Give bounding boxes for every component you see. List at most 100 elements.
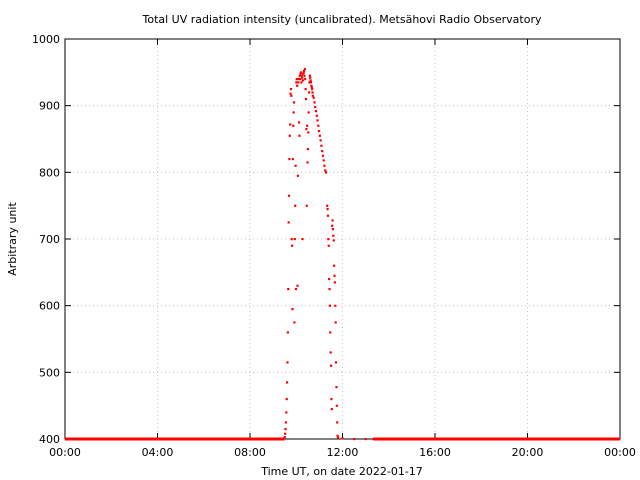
data-point: [316, 119, 319, 122]
data-point: [335, 404, 338, 407]
data-point: [307, 131, 310, 134]
data-point: [321, 154, 325, 157]
data-point: [328, 288, 331, 291]
data-point: [328, 304, 331, 307]
data-point: [291, 158, 294, 161]
data-point: [283, 436, 286, 439]
data-point: [302, 71, 305, 74]
data-point: [299, 71, 303, 74]
data-series: [65, 68, 620, 441]
baseline-segment: [373, 437, 620, 441]
data-point: [292, 111, 295, 114]
data-point: [303, 68, 306, 71]
y-tick-label: 700: [39, 233, 60, 246]
data-point: [315, 114, 318, 117]
data-point: [284, 428, 287, 431]
data-point: [333, 274, 336, 277]
data-point: [306, 124, 309, 127]
data-point: [327, 238, 330, 241]
data-point: [304, 88, 307, 91]
data-point: [305, 204, 308, 207]
x-tick-label: 00:00: [49, 446, 81, 459]
data-point: [304, 78, 307, 81]
data-point: [286, 361, 289, 364]
data-point: [326, 214, 330, 217]
data-point: [305, 128, 308, 131]
data-point: [284, 421, 288, 424]
data-point: [291, 308, 294, 311]
data-point: [330, 408, 333, 411]
data-point: [372, 438, 375, 441]
data-point: [288, 134, 291, 137]
data-point: [336, 421, 339, 424]
data-point: [310, 86, 313, 89]
data-point: [307, 111, 310, 114]
data-point: [323, 164, 326, 167]
data-point: [299, 72, 302, 75]
data-point: [290, 94, 293, 97]
chart-title: Total UV radiation intensity (uncalibrat…: [142, 13, 542, 26]
data-point: [311, 91, 314, 94]
data-point: [331, 219, 334, 222]
data-point: [334, 321, 337, 324]
grid: [65, 39, 620, 439]
y-axis-label: Arbitrary unit: [6, 202, 19, 276]
data-point: [326, 204, 329, 207]
data-point: [341, 437, 344, 440]
data-point: [321, 150, 324, 153]
data-point: [306, 148, 310, 151]
data-point: [324, 171, 328, 174]
data-point: [326, 208, 329, 211]
y-tick-label: 800: [39, 166, 60, 179]
data-point: [302, 72, 305, 75]
data-point: [309, 81, 313, 84]
data-point: [284, 432, 287, 435]
data-point: [314, 106, 317, 109]
data-point: [313, 101, 316, 104]
data-point: [336, 434, 339, 437]
y-tick-label: 500: [39, 366, 60, 379]
x-tick-label: 08:00: [234, 446, 266, 459]
baseline-segment: [65, 437, 285, 441]
data-point: [319, 139, 322, 142]
data-point: [300, 81, 303, 84]
data-point: [333, 281, 336, 284]
data-point: [287, 288, 290, 291]
data-point: [329, 331, 332, 334]
data-point: [286, 331, 289, 334]
data-point: [298, 74, 301, 77]
x-tick-label: 20:00: [512, 446, 544, 459]
data-point: [307, 91, 311, 94]
data-point: [310, 84, 313, 87]
y-tick-label: 400: [39, 433, 60, 446]
data-point: [334, 361, 338, 364]
data-point: [297, 81, 300, 84]
data-point: [306, 161, 309, 164]
y-axis: 400 500 600 700 800 900 1000: [32, 33, 620, 446]
data-point: [314, 110, 318, 113]
data-point: [309, 79, 312, 82]
data-point: [353, 438, 356, 441]
data-point: [333, 264, 336, 267]
data-point: [292, 124, 295, 127]
data-point: [324, 169, 327, 172]
x-axis: 00:00 04:00 08:00 12:00 16:00 20:00 00:00: [49, 39, 636, 459]
data-point: [298, 134, 301, 137]
data-point: [308, 81, 311, 84]
data-point: [294, 164, 297, 167]
data-point: [297, 78, 300, 81]
data-point: [320, 144, 323, 147]
data-point: [295, 78, 298, 81]
data-point: [318, 134, 321, 137]
data-point: [289, 88, 293, 91]
data-point: [335, 386, 338, 389]
data-point: [295, 81, 298, 84]
data-point: [364, 438, 367, 441]
data-point: [334, 304, 337, 307]
data-point: [311, 88, 314, 91]
data-point: [301, 76, 304, 79]
data-point: [329, 351, 332, 354]
data-point: [287, 221, 290, 224]
data-point: [336, 436, 340, 439]
data-point: [296, 284, 299, 287]
